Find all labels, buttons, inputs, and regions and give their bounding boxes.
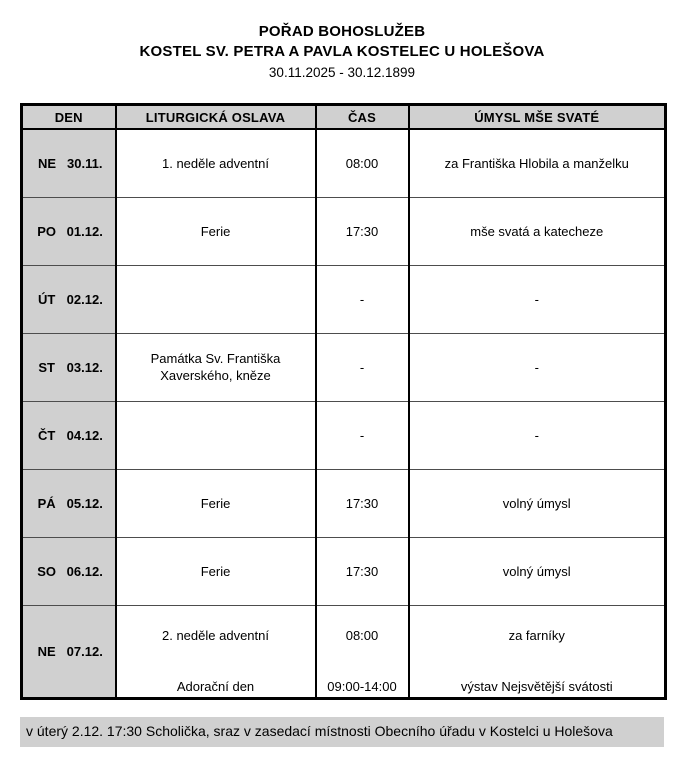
day-cell: SO 06.12. bbox=[21, 536, 116, 605]
day-date: 04.12. bbox=[66, 427, 103, 443]
day-abbr: ST bbox=[38, 359, 55, 375]
day-abbr: PÁ bbox=[37, 495, 56, 511]
day-date: 03.12. bbox=[66, 359, 103, 375]
day-cell: NE 07.12. bbox=[21, 604, 116, 698]
time-cell: 08:00 bbox=[314, 129, 409, 197]
day-date: 05.12. bbox=[66, 495, 103, 511]
time-cell: 08:00 09:00-14:00 bbox=[314, 604, 409, 698]
liturgy-cell: 2. neděle adventní Adorační den bbox=[114, 604, 316, 698]
day-date: 02.12. bbox=[66, 291, 103, 307]
liturgy-cell: Ferie bbox=[114, 196, 316, 265]
day-cell: NE 30.11. bbox=[21, 129, 116, 197]
date-range: 30.11.2025 - 30.12.1899 bbox=[268, 65, 416, 80]
time-cell: - bbox=[314, 332, 409, 401]
table-header-row: DEN LITURGICKÁ OSLAVA ČAS ÚMYSL MŠE SVAT… bbox=[21, 104, 666, 130]
time-cell: 17:30 bbox=[314, 468, 409, 537]
day-abbr: ČT bbox=[38, 427, 56, 443]
liturgy-cell: Ferie bbox=[114, 536, 316, 605]
column-header-intention: ÚMYSL MŠE SVATÉ bbox=[407, 104, 666, 130]
day-cell: PÁ 05.12. bbox=[21, 468, 116, 537]
table-row: ČT 04.12. - - bbox=[21, 400, 666, 469]
day-cell: ČT 04.12. bbox=[21, 400, 116, 469]
church-name: KOSTEL SV. PETRA A PAVLA KOSTELEC U HOLE… bbox=[139, 43, 545, 60]
liturgy-cell: 1. neděle adventní bbox=[114, 129, 316, 197]
day-abbr: NE bbox=[37, 643, 56, 659]
intention-cell: volný úmysl bbox=[407, 468, 666, 537]
time-line-2: 09:00-14:00 bbox=[327, 678, 397, 694]
table-row: PO 01.12. Ferie 17:30 mše svatá a kateche… bbox=[21, 196, 666, 265]
document-title: POŘAD BOHOSLUŽEB bbox=[258, 23, 426, 40]
column-header-liturgy: LITURGICKÁ OSLAVA bbox=[114, 104, 316, 130]
day-date: 07.12. bbox=[66, 643, 103, 659]
intention-cell: za farníky výstav Nejsvětější svátosti bbox=[407, 604, 666, 698]
intention-cell: volný úmysl bbox=[407, 536, 666, 605]
table-row: NE 07.12. 2. neděle adventní Adorační den… bbox=[21, 604, 666, 698]
intention-line-2: výstav Nejsvětější svátosti bbox=[460, 678, 613, 694]
day-date: 01.12. bbox=[66, 223, 103, 239]
day-date: 06.12. bbox=[66, 563, 103, 579]
day-abbr: PO bbox=[37, 223, 57, 239]
day-abbr: SO bbox=[37, 563, 57, 579]
day-cell: ST 03.12. bbox=[21, 332, 116, 401]
day-abbr: ÚT bbox=[38, 291, 56, 307]
time-cell: 17:30 bbox=[314, 536, 409, 605]
day-date: 30.11. bbox=[67, 155, 103, 171]
liturgy-cell: Ferie bbox=[114, 468, 316, 537]
time-line-1: 08:00 bbox=[345, 627, 379, 643]
intention-cell: za Františka Hlobila a manželku bbox=[407, 129, 666, 197]
table-row: PÁ 05.12. Ferie 17:30 volný úmysl bbox=[21, 468, 666, 537]
footer-note: v úterý 2.12. 17:30 Scholička, sraz v za… bbox=[20, 716, 664, 747]
liturgy-line-1: 2. neděle adventní bbox=[162, 627, 269, 643]
intention-cell: - bbox=[407, 400, 666, 469]
table-row: ÚT 02.12. - - bbox=[21, 264, 666, 333]
intention-cell: - bbox=[407, 264, 666, 333]
time-cell: 17:30 bbox=[314, 196, 409, 265]
column-header-day: DEN bbox=[21, 104, 116, 130]
table-row: SO 06.12. Ferie 17:30 volný úmysl bbox=[21, 536, 666, 605]
intention-cell: - bbox=[407, 332, 666, 401]
intention-line-1: za farníky bbox=[508, 627, 565, 643]
intention-cell: mše svatá a katecheze bbox=[407, 196, 666, 265]
column-header-time: ČAS bbox=[314, 104, 409, 130]
liturgy-line-2: Adorační den bbox=[176, 678, 255, 694]
day-cell: PO 01.12. bbox=[21, 196, 116, 265]
table-row: ST 03.12. Památka Sv. Františka Xaverskéh… bbox=[21, 332, 666, 401]
time-cell: - bbox=[314, 264, 409, 333]
day-abbr: NE bbox=[38, 155, 57, 171]
time-cell: - bbox=[314, 400, 409, 469]
title-block: POŘAD BOHOSLUŽEB KOSTEL SV. PETRA A PAVL… bbox=[20, 22, 664, 82]
day-cell: ÚT 02.12. bbox=[21, 264, 116, 333]
table-row: NE 30.11. 1. neděle adventní 08:00 za Fra… bbox=[21, 129, 666, 197]
liturgy-cell bbox=[114, 264, 316, 333]
schedule-table: DEN LITURGICKÁ OSLAVA ČAS ÚMYSL MŠE SVAT… bbox=[20, 103, 667, 700]
liturgy-cell bbox=[114, 400, 316, 469]
liturgy-cell: Památka Sv. Františka Xaverského, kněze bbox=[114, 332, 316, 401]
